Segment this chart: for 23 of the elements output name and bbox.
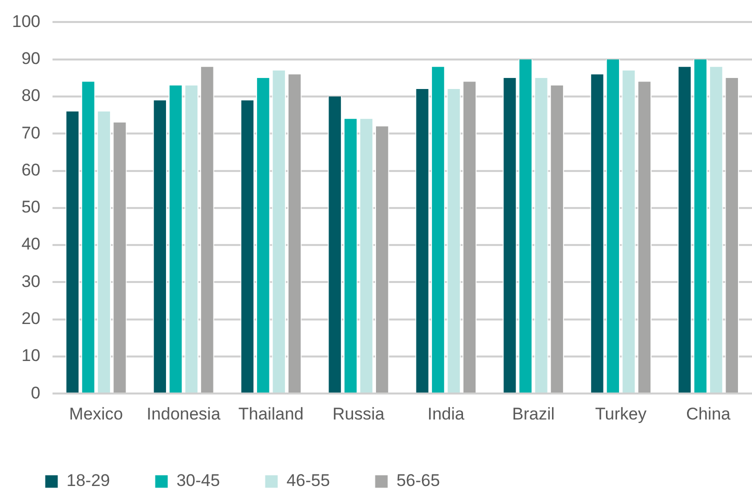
x-tick-label: Brazil [512,404,555,424]
x-tick-label: Russia [332,404,385,424]
x-tick-label: Turkey [595,404,647,424]
legend-label: 18-29 [66,471,110,490]
x-tick-label: Mexico [69,404,124,424]
legend-label: 46-55 [286,471,330,490]
y-tick-label: 30 [21,272,40,291]
x-tick-label: Indonesia [146,404,221,424]
x-tick-label: Thailand [238,404,304,424]
legend-label: 56-65 [396,471,440,490]
x-tick-label: China [686,404,732,424]
y-tick-label: 90 [21,49,40,68]
y-tick-label: 10 [21,346,40,366]
y-tick-label: 0 [30,383,40,402]
y-tick-label: 60 [21,160,40,180]
legend-label: 30-45 [176,471,220,490]
y-tick-label: 70 [21,123,40,142]
y-tick-label: 20 [21,309,40,328]
y-tick-label: 40 [21,234,40,254]
x-tick-label: India [427,404,465,424]
y-tick-label: 80 [21,86,40,106]
y-tick-label: 50 [21,198,40,217]
y-tick-label: 100 [12,12,40,31]
